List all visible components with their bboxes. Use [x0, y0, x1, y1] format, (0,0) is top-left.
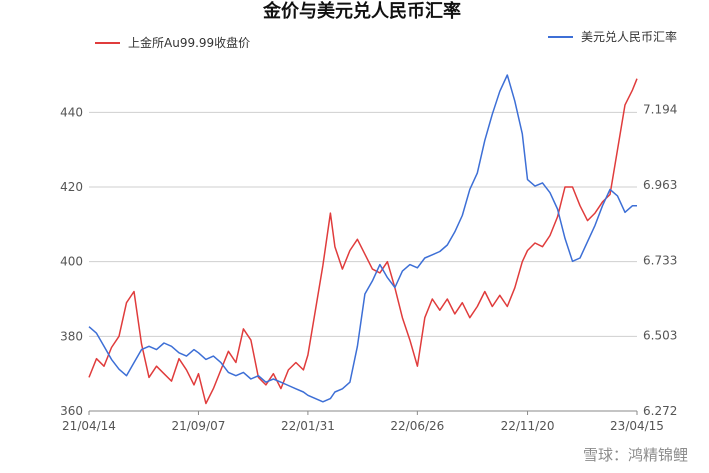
legend-right: 美元兑人民币汇率	[548, 29, 677, 44]
legend-left-label: 上金所Au99.99收盘价	[128, 35, 250, 50]
series-lines	[88, 74, 638, 405]
right-tick-label: 6.503	[643, 328, 677, 342]
left-tick-label: 420	[60, 180, 83, 194]
left-tick-label: 360	[60, 404, 83, 418]
grid	[89, 111, 637, 412]
x-tick-label: 22/06/26	[390, 419, 444, 433]
right-tick-label: 6.272	[643, 404, 677, 418]
watermark: 雪球：鸿精锦鲤	[583, 446, 688, 464]
chart-title: 金价与美元兑人民币汇率	[262, 0, 461, 22]
right-tick-label: 7.194	[643, 103, 677, 117]
x-tick-label: 21/09/07	[171, 419, 225, 433]
left-tick-label: 400	[60, 255, 83, 269]
right-tick-label: 6.733	[643, 253, 677, 267]
legend-right-label: 美元兑人民币汇率	[581, 29, 677, 44]
legend-left: 上金所Au99.99收盘价	[95, 35, 250, 50]
series-line-0	[88, 78, 638, 405]
series-line-1	[88, 74, 637, 403]
x-tick-label: 21/04/14	[62, 419, 116, 433]
x-tick-label: 23/04/15	[610, 419, 664, 433]
right-axis-ticks: 6.272 6.503 6.733 6.963 7.194	[643, 103, 677, 418]
left-tick-label: 380	[60, 329, 83, 343]
left-tick-label: 440	[60, 105, 83, 119]
x-axis-ticks: 21/04/14 21/09/07 22/01/31 22/06/26 22/11/20…	[62, 411, 664, 433]
left-axis-ticks: 360 380 400 420 440	[60, 105, 83, 418]
x-tick-label: 22/01/31	[281, 419, 335, 433]
x-tick-label: 22/11/20	[501, 419, 555, 433]
right-tick-label: 6.963	[643, 178, 677, 192]
